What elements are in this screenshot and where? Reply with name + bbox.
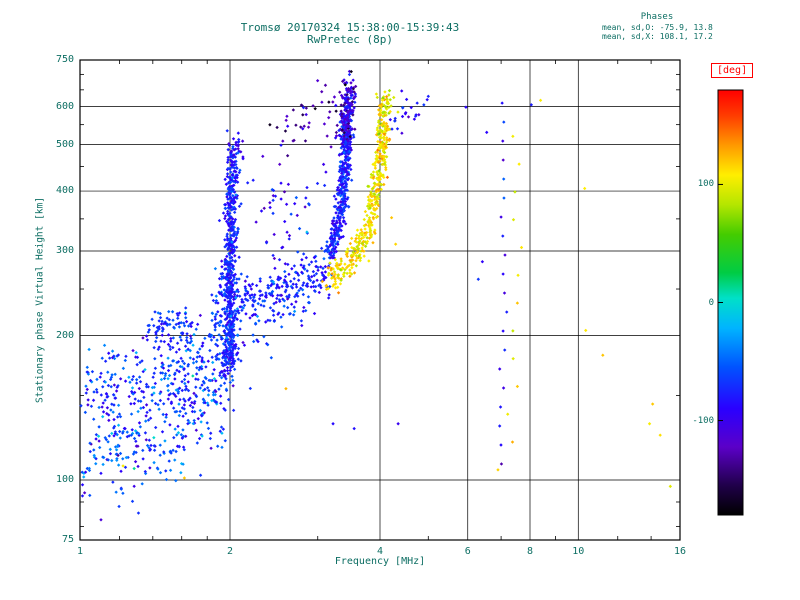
x-tick-label: 2 (226, 546, 234, 557)
colorbar-units-label: [deg] (711, 63, 754, 78)
x-tick-label: 8 (526, 546, 534, 557)
plot-subtitle: RwPretec (8p) (306, 33, 394, 46)
y-tick-label: 750 (55, 54, 74, 65)
y-tick-label: 400 (55, 185, 74, 197)
phases-stats-header: Phases (640, 12, 674, 22)
colorbar-tick-label: -100 (692, 415, 714, 426)
x-tick-label: 10 (572, 546, 585, 557)
x-tick-label: 16 (673, 546, 687, 557)
phases-stats-o-mode: mean, sd,O: -75.9, 13.8 (602, 23, 713, 32)
x-axis-label: Frequency [MHz] (334, 556, 426, 567)
phases-stats-x-mode: mean, sd,X: 108.1, 17.2 (602, 32, 713, 41)
y-tick-label: 100 (55, 474, 74, 486)
y-tick-label: 75 (61, 534, 74, 545)
colorbar-tick-label: 100 (697, 179, 714, 190)
y-tick-label: 600 (55, 100, 74, 112)
colorbar-tick-label: 0 (708, 297, 714, 308)
x-tick-label: 6 (464, 546, 471, 557)
x-tick-label: 4 (376, 546, 384, 557)
x-tick-label: 1 (76, 546, 84, 557)
plot-title: Tromsø 20170324 15:38:00-15:39:43 (240, 21, 460, 34)
y-tick-label: 300 (55, 245, 74, 256)
y-tick-label: 200 (55, 329, 74, 341)
y-tick-label: 500 (55, 138, 74, 150)
y-axis-label: Stationary phase Virtual Height [km] (34, 197, 46, 403)
